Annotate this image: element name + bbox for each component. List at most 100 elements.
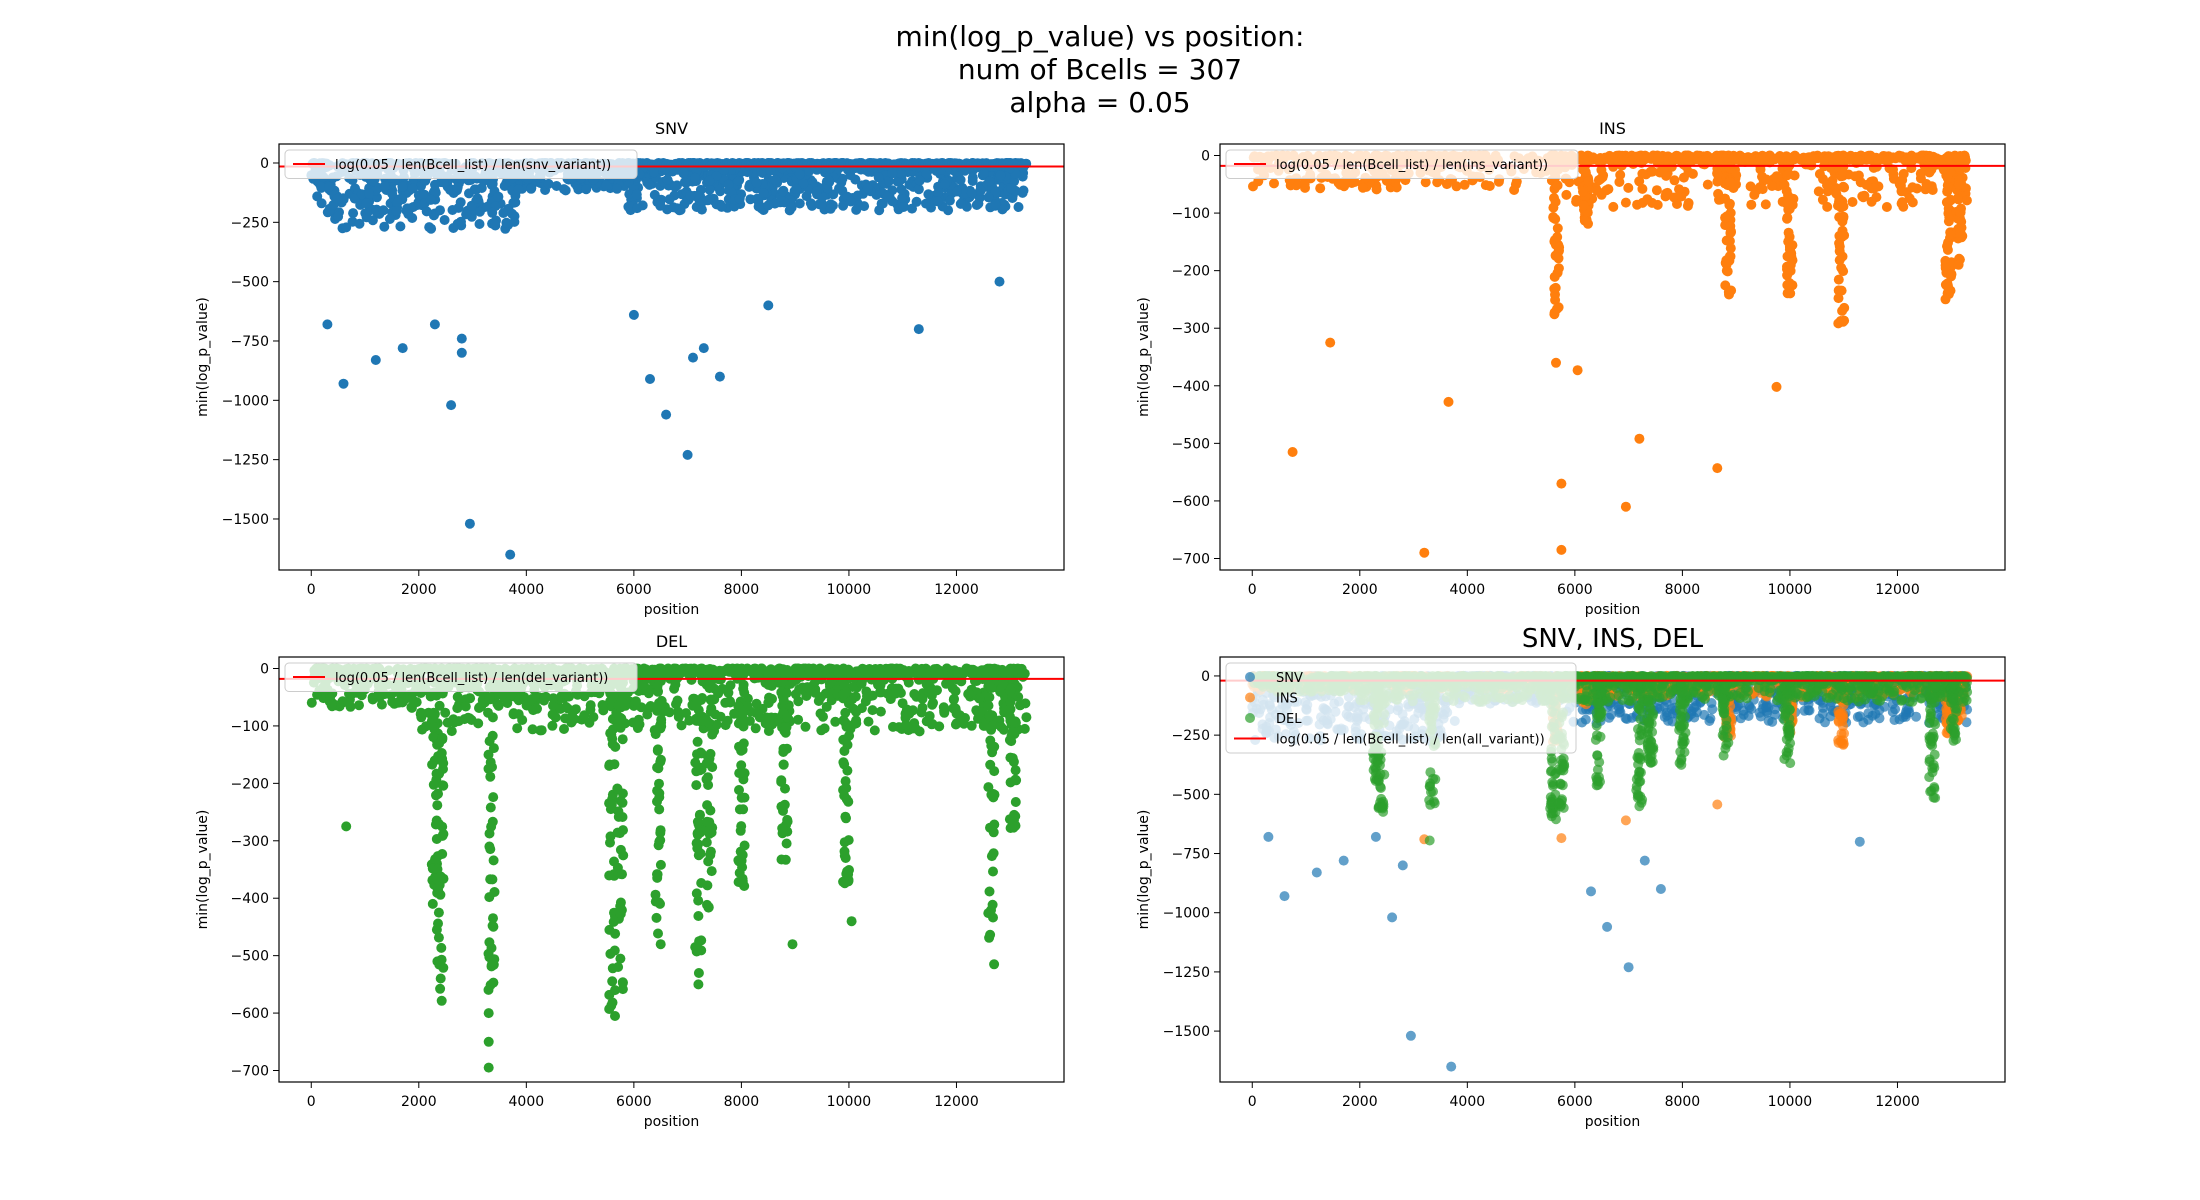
snv-point xyxy=(825,203,836,214)
ins-point xyxy=(1813,186,1824,197)
del-point xyxy=(617,734,628,745)
ins-point xyxy=(1782,288,1793,299)
del-outlier-point xyxy=(483,1062,494,1073)
del-point xyxy=(613,962,624,972)
x-axis-label: position xyxy=(644,602,699,618)
del-point xyxy=(655,699,666,710)
ins-point xyxy=(1781,186,1792,196)
ins-outlier-point xyxy=(1443,396,1454,407)
ins-point xyxy=(1720,212,1731,223)
ins-point xyxy=(1834,196,1844,207)
del-point xyxy=(781,838,792,849)
y-tick-label: 0 xyxy=(1201,149,1210,165)
snv-point xyxy=(811,186,822,197)
del-outlier-point xyxy=(693,979,704,990)
snv-point xyxy=(461,209,472,220)
del-point xyxy=(434,700,445,711)
legend-box xyxy=(284,662,638,692)
ins-point xyxy=(1552,303,1562,314)
y-tick-label: 0 xyxy=(260,661,269,677)
ins-point xyxy=(1888,164,1898,175)
ins-point xyxy=(1578,186,1588,197)
snv-point xyxy=(601,180,612,191)
ins-point xyxy=(1837,167,1848,177)
del-point xyxy=(539,692,550,703)
del-point xyxy=(345,701,356,712)
snv-outlier-point xyxy=(714,371,725,382)
del-point xyxy=(983,782,994,793)
snv-point xyxy=(933,187,944,198)
del-point xyxy=(607,976,618,987)
del-point xyxy=(778,747,789,757)
del-point xyxy=(987,720,998,731)
del-point xyxy=(882,688,893,699)
ins-point xyxy=(1866,196,1877,207)
del-point xyxy=(421,721,431,732)
del-point xyxy=(793,714,804,725)
snv-point xyxy=(758,188,769,198)
del-point xyxy=(1019,668,1030,679)
snv-point xyxy=(786,202,797,213)
del-point xyxy=(433,932,444,943)
snv-point xyxy=(837,173,848,184)
ins-point xyxy=(1955,207,1966,218)
del-point xyxy=(483,749,494,760)
snv-point xyxy=(984,176,995,187)
snv-point xyxy=(733,176,744,186)
del-point xyxy=(354,700,364,711)
snv-point xyxy=(452,182,463,193)
points-layer xyxy=(1248,150,1972,558)
del-point xyxy=(650,729,661,740)
ins-point xyxy=(1896,186,1907,197)
del-point xyxy=(1005,752,1016,763)
ins-point xyxy=(1861,179,1872,190)
ins-point xyxy=(1553,253,1564,264)
del-point xyxy=(604,1004,615,1014)
del-point xyxy=(1010,820,1021,831)
ins-point xyxy=(1782,251,1793,262)
del-point xyxy=(691,838,702,849)
ins-point xyxy=(1578,200,1589,211)
panel-title: DEL xyxy=(656,632,687,651)
del-point xyxy=(485,802,496,813)
snv-point xyxy=(939,179,950,190)
del-point xyxy=(651,912,662,923)
del-point xyxy=(843,835,854,846)
del-point xyxy=(605,804,616,815)
y-tick-label: −500 xyxy=(231,275,269,291)
del-point xyxy=(777,823,788,834)
snv-point xyxy=(845,196,856,207)
snv-point xyxy=(474,219,485,229)
ins-point xyxy=(1881,202,1892,212)
x-tick-label: 6000 xyxy=(1557,582,1593,598)
ins-point xyxy=(1623,182,1634,193)
del-point xyxy=(642,709,653,720)
del-point xyxy=(691,780,702,791)
snv-point xyxy=(333,211,344,222)
snv-point xyxy=(689,172,700,183)
del-point xyxy=(387,696,398,707)
ins-point xyxy=(1315,183,1326,194)
del-point xyxy=(928,697,938,708)
ins-point xyxy=(1647,166,1658,177)
del-point xyxy=(980,720,991,731)
ins-point xyxy=(1907,182,1918,193)
del-point xyxy=(840,707,851,718)
del-point xyxy=(1010,765,1021,776)
del-point xyxy=(617,698,628,708)
del-point xyxy=(950,719,961,730)
del-outlier-point xyxy=(610,985,620,996)
del-point xyxy=(694,765,705,776)
snv-outlier-point xyxy=(913,324,924,335)
ins-point xyxy=(1746,199,1757,210)
del-point xyxy=(433,918,443,929)
del-point xyxy=(550,712,561,723)
ins-point xyxy=(1552,232,1563,242)
del-point xyxy=(695,747,706,758)
del-point xyxy=(802,682,813,693)
del-point xyxy=(701,774,712,785)
del-outlier-point xyxy=(610,1011,620,1021)
ins-point xyxy=(1822,180,1832,191)
snv-point xyxy=(896,184,907,195)
